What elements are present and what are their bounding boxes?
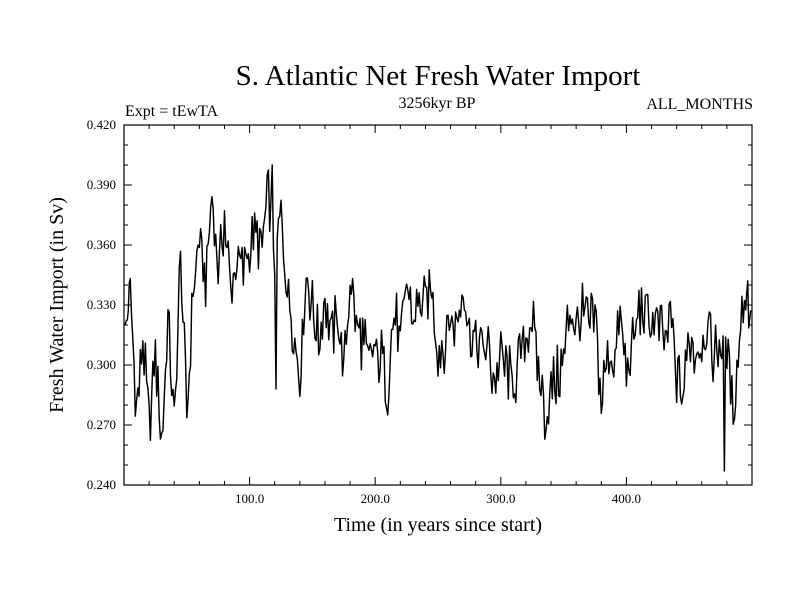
chart-title: S. Atlantic Net Fresh Water Import xyxy=(236,60,641,92)
y-tick-label: 0.330 xyxy=(87,297,116,312)
y-tick-label: 0.360 xyxy=(87,237,116,252)
x-tick-label: 200.0 xyxy=(361,491,390,506)
y-tick-label: 0.270 xyxy=(87,417,116,432)
experiment-label: Expt = tEwTA xyxy=(125,103,219,120)
y-tick-label: 0.300 xyxy=(87,357,116,372)
months-label: ALL_MONTHS xyxy=(646,96,753,113)
fresh-water-series-line-0 xyxy=(124,164,752,472)
y-tick-label: 0.420 xyxy=(87,117,116,132)
time-period-label: 3256kyr BP xyxy=(399,95,476,112)
y-axis-title: Fresh Water Import (in Sv) xyxy=(46,197,68,413)
x-axis-title: Time (in years since start) xyxy=(334,514,542,536)
y-tick-label: 0.240 xyxy=(87,477,116,492)
y-tick-label: 0.390 xyxy=(87,177,116,192)
x-tick-label: 400.0 xyxy=(612,491,641,506)
x-tick-label: 100.0 xyxy=(235,491,264,506)
plot-frame xyxy=(123,124,753,486)
x-tick-label: 300.0 xyxy=(486,491,515,506)
